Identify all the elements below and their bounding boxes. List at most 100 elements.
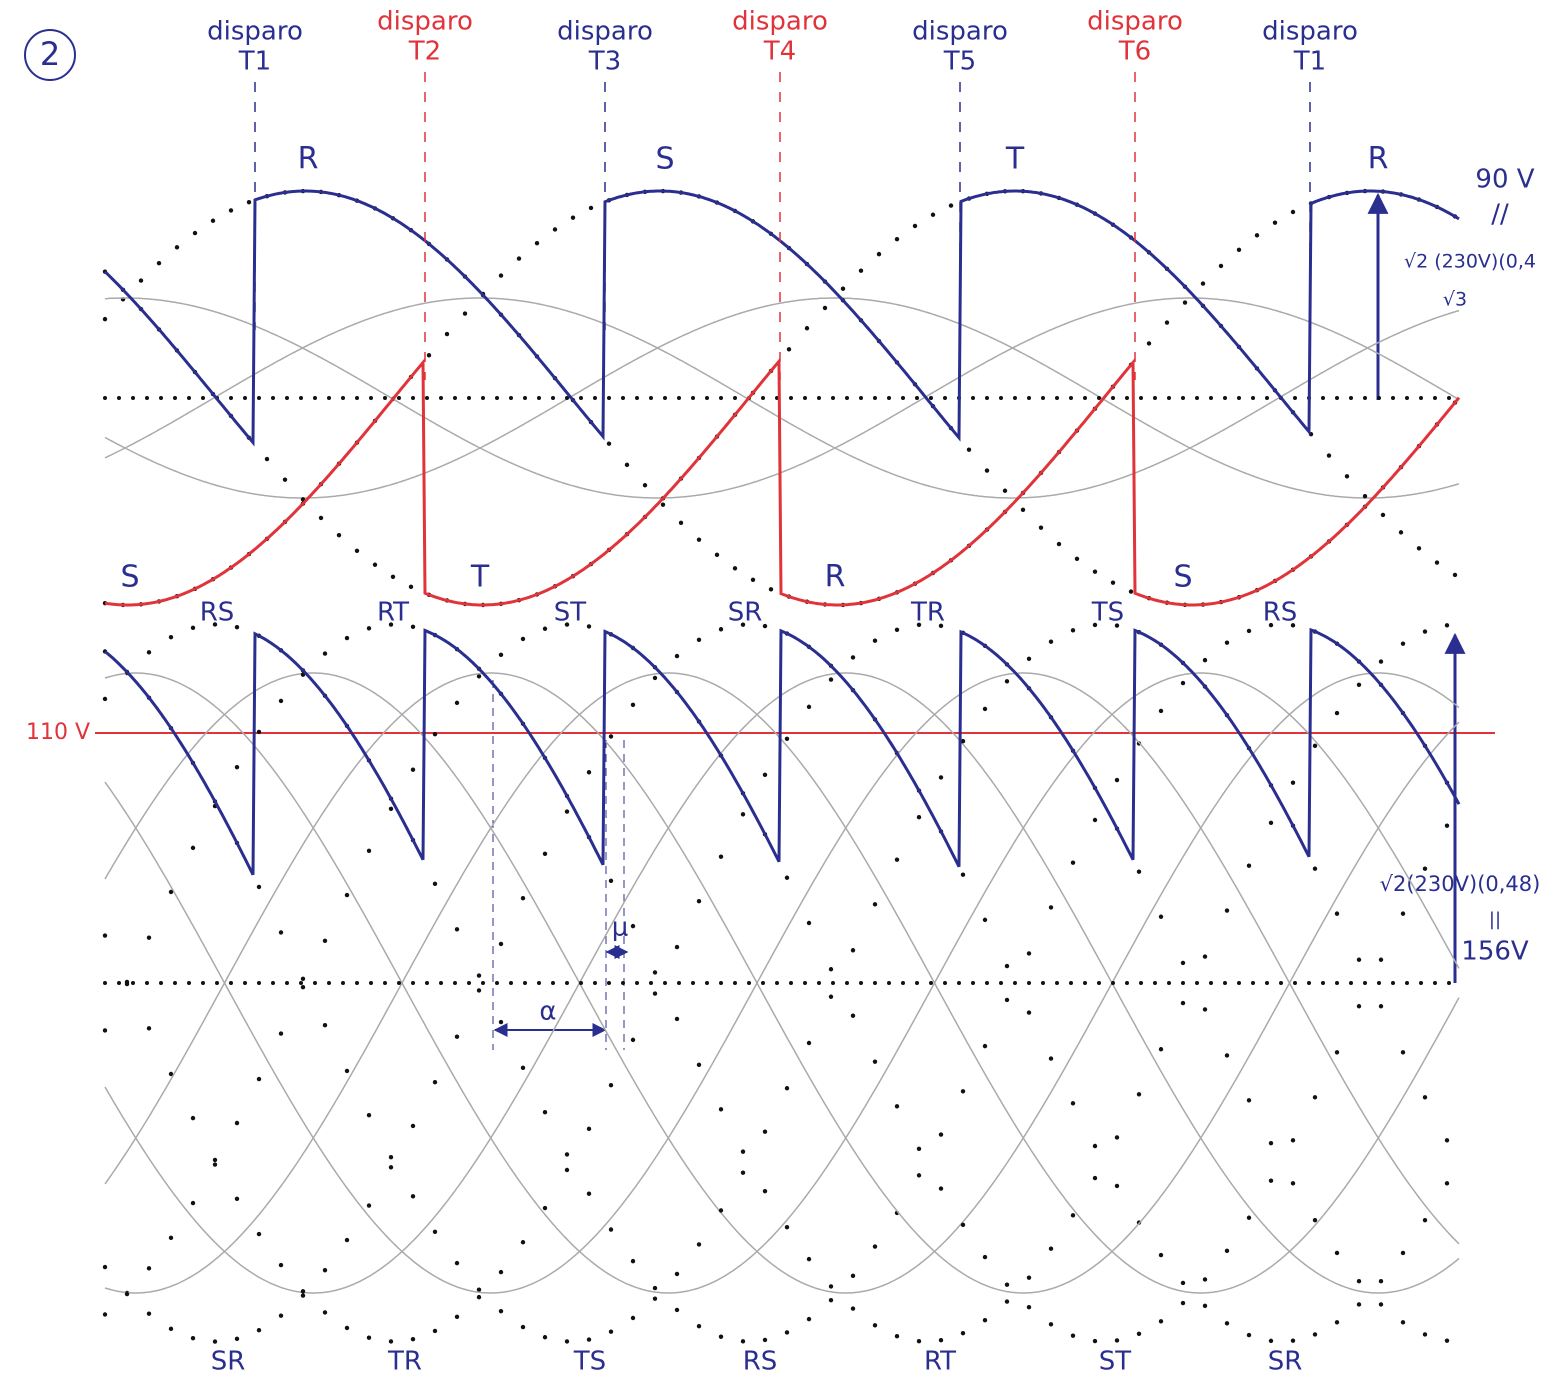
dot [323, 1310, 327, 1314]
dot [931, 213, 935, 217]
dot [499, 1020, 503, 1024]
dot [1237, 248, 1241, 252]
dot [807, 1257, 811, 1261]
dot [579, 981, 583, 985]
dot [159, 396, 163, 400]
dot [455, 1261, 459, 1265]
dot [565, 809, 569, 813]
annotation: // [1491, 200, 1509, 230]
dot [983, 1044, 987, 1048]
dot [985, 396, 989, 400]
phase-label: R [1368, 142, 1389, 177]
dot [299, 396, 303, 400]
dot [313, 981, 317, 985]
dot [543, 1206, 547, 1210]
dot [517, 256, 521, 260]
dot [169, 1236, 173, 1240]
dot [741, 1170, 745, 1174]
dot [1265, 981, 1269, 985]
dot [817, 396, 821, 400]
dot [229, 396, 233, 400]
dot [1335, 1050, 1339, 1054]
dot [675, 1017, 679, 1021]
firing-label: disparo [207, 17, 303, 47]
dot [1115, 778, 1119, 782]
dot [631, 1316, 635, 1320]
dot [467, 396, 471, 400]
dot [1203, 1007, 1207, 1011]
dot [789, 396, 793, 400]
dot [411, 1124, 415, 1128]
dot [691, 396, 695, 400]
line-label: TR [387, 1347, 422, 1377]
dot [103, 697, 107, 701]
dot [915, 981, 919, 985]
dot [173, 981, 177, 985]
dot [829, 967, 833, 971]
line-label: RT [377, 598, 409, 628]
dot [1195, 396, 1199, 400]
dot [1181, 961, 1185, 965]
dot [1013, 396, 1017, 400]
positive-rail [105, 191, 1459, 443]
dot [279, 699, 283, 703]
dot [397, 396, 401, 400]
dot [887, 981, 891, 985]
dot [1097, 981, 1101, 985]
dot [191, 1116, 195, 1120]
dot [1247, 863, 1251, 867]
dot [477, 1295, 481, 1299]
dot [499, 273, 503, 277]
firing-thyristor: T1 [1293, 47, 1326, 77]
dot [301, 977, 305, 981]
dot [851, 1274, 855, 1278]
annotation: || [1489, 909, 1501, 930]
dot [929, 981, 933, 985]
dot [625, 463, 629, 467]
mu-label: μ [612, 913, 629, 943]
dot [1279, 981, 1283, 985]
dot [917, 1147, 921, 1151]
dot [201, 981, 205, 985]
dot [521, 637, 525, 641]
dot [389, 807, 393, 811]
dot [823, 306, 827, 310]
dot [337, 533, 341, 537]
dot [1055, 396, 1059, 400]
dot [917, 1173, 921, 1177]
dot [521, 1325, 525, 1329]
dot [1165, 320, 1169, 324]
dot [411, 625, 415, 629]
dot [301, 1293, 305, 1297]
dot [235, 1121, 239, 1125]
dot [1005, 679, 1009, 683]
dot [509, 396, 513, 400]
dot [609, 734, 613, 738]
dot [283, 477, 287, 481]
gray-curve [105, 673, 1459, 1293]
dot [1291, 1338, 1295, 1342]
dot [243, 981, 247, 985]
dot [653, 970, 657, 974]
line-label: SR [728, 598, 763, 628]
dot [1335, 711, 1339, 715]
dot [367, 626, 371, 630]
line-label: TS [573, 1347, 606, 1377]
dot [565, 981, 569, 985]
line-label: RS [743, 1347, 778, 1377]
dot [499, 1309, 503, 1313]
dot [1049, 1247, 1053, 1251]
line-label: RS [1263, 598, 1298, 628]
dot [1203, 658, 1207, 662]
dot [587, 770, 591, 774]
dot [747, 981, 751, 985]
dot [1003, 489, 1007, 493]
line-label: ST [1099, 1347, 1132, 1377]
dot [1167, 396, 1171, 400]
dot [467, 981, 471, 985]
dot [631, 924, 635, 928]
dot [1083, 981, 1087, 985]
dot [1225, 908, 1229, 912]
dot [323, 651, 327, 655]
dot [147, 1311, 151, 1315]
